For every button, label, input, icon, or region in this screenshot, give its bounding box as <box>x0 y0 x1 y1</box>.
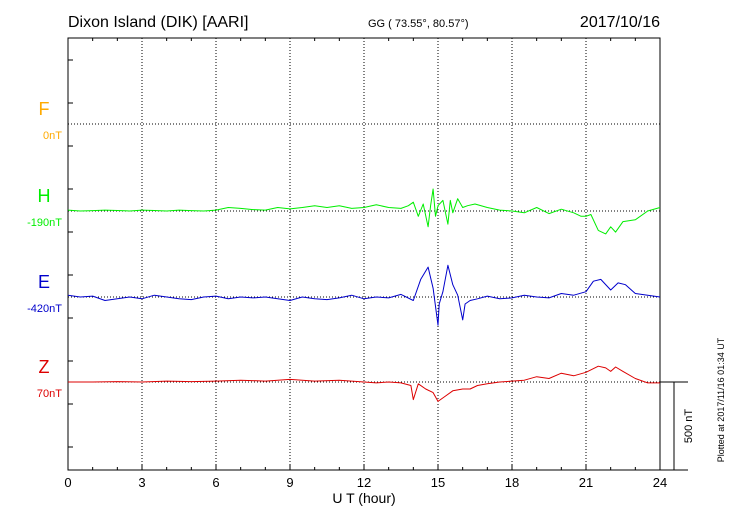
series-line-H <box>67 188 661 235</box>
x-axis-label: U T (hour) <box>332 490 395 506</box>
x-axis-ticks: 0 3 6 9 12 15 18 21 24 <box>64 38 667 490</box>
plotted-timestamp: Plotted at 2017/11/16 01:34 UT <box>716 337 726 462</box>
series-baseline-H: -190nT <box>27 217 62 229</box>
scale-bar: 500 nT <box>660 381 695 471</box>
x-tick-label-12: 12 <box>357 475 371 490</box>
x-tick-label-18: 18 <box>505 475 519 490</box>
date-label: 2017/10/16 <box>580 14 660 31</box>
series-name-Z: Z <box>39 357 50 377</box>
series-labels: F 0nT H -190nT E -420nT Z 70nT <box>27 99 62 400</box>
series-name-E: E <box>38 272 50 292</box>
x-tick-label-0: 0 <box>64 475 71 490</box>
x-tick-label-6: 6 <box>212 475 219 490</box>
series-baseline-E: -420nT <box>27 303 62 315</box>
series-baseline-F: 0nT <box>43 130 62 142</box>
series-lines <box>67 188 661 402</box>
geo-coordinates: GG ( 73.55°, 80.57°) <box>368 18 469 30</box>
station-title: Dixon Island (DIK) [AARI] <box>68 14 249 31</box>
baseline-grid <box>68 59 660 448</box>
series-name-H: H <box>38 186 51 206</box>
x-tick-label-15: 15 <box>431 475 445 490</box>
x-tick-label-24: 24 <box>653 475 667 490</box>
series-line-E <box>67 264 661 326</box>
series-baseline-Z: 70nT <box>37 388 62 400</box>
vertical-grid <box>141 38 587 470</box>
scale-bar-label: 500 nT <box>683 409 695 444</box>
series-name-F: F <box>39 99 50 119</box>
x-tick-label-9: 9 <box>286 475 293 490</box>
series-line-Z <box>68 365 660 402</box>
x-tick-label-3: 3 <box>138 475 145 490</box>
x-tick-label-21: 21 <box>579 475 593 490</box>
